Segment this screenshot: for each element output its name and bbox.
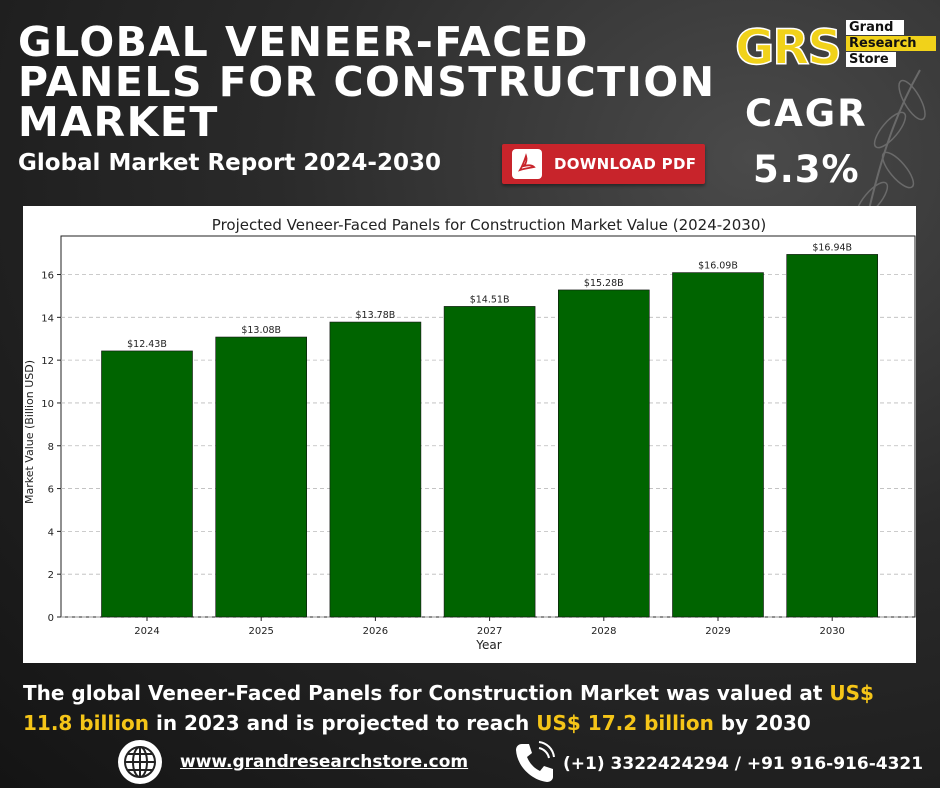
x-axis-label: Year xyxy=(475,638,501,652)
x-tick-label: 2024 xyxy=(134,626,159,637)
footer: www.grandresearchstore.com (+1) 33224242… xyxy=(0,735,940,788)
data-label-2029: $16.09B xyxy=(698,261,738,272)
summary-value-2030: US$ 17.2 billion xyxy=(536,711,714,735)
logo-line3: Store xyxy=(846,52,896,67)
data-label-2027: $14.51B xyxy=(470,294,510,305)
y-tick-label: 2 xyxy=(48,570,54,581)
summary-text-3: by 2030 xyxy=(713,711,811,735)
y-tick-label: 8 xyxy=(48,442,54,453)
market-summary: The global Veneer-Faced Panels for Const… xyxy=(23,678,923,738)
x-tick-label: 2028 xyxy=(591,626,616,637)
data-label-2026: $13.78B xyxy=(356,310,396,321)
bar-2026 xyxy=(329,321,422,618)
y-axis-label: Market Value (Billion USD) xyxy=(23,360,36,504)
website-link[interactable]: www.grandresearchstore.com xyxy=(180,752,469,772)
download-pdf-button[interactable]: DOWNLOAD PDF xyxy=(502,144,705,184)
y-tick-label: 4 xyxy=(48,527,54,538)
page-title: GLOBAL VENEER-FACED PANELS FOR CONSTRUCT… xyxy=(18,18,716,146)
chart-panel: Projected Veneer-Faced Panels for Constr… xyxy=(23,206,916,663)
bar-2025 xyxy=(215,336,307,618)
data-label-2028: $15.28B xyxy=(584,278,624,289)
y-tick-label: 10 xyxy=(41,399,54,410)
summary-text-1: The global Veneer-Faced Panels for Const… xyxy=(23,681,830,705)
bar-2028 xyxy=(557,289,650,618)
cagr-label: CAGR xyxy=(745,92,868,135)
y-tick-label: 12 xyxy=(41,356,54,367)
logo-mark: GRS xyxy=(734,19,842,72)
download-label: DOWNLOAD PDF xyxy=(554,155,697,173)
globe-icon xyxy=(118,740,162,784)
cagr-value: 5.3% xyxy=(753,148,860,191)
logo-mark-text: GRS xyxy=(735,20,840,72)
x-tick-label: 2029 xyxy=(705,626,730,637)
bar-2029 xyxy=(672,272,764,618)
bar-2030 xyxy=(786,254,879,618)
y-tick-label: 16 xyxy=(41,271,54,282)
x-tick-label: 2025 xyxy=(248,626,273,637)
logo-line1: Grand xyxy=(846,20,904,35)
x-tick-label: 2030 xyxy=(819,626,844,637)
data-label-2030: $16.94B xyxy=(812,242,852,253)
bar-2024 xyxy=(101,350,193,618)
x-tick-label: 2027 xyxy=(477,626,502,637)
summary-text-2: in 2023 and is projected to reach xyxy=(149,711,537,735)
phone-numbers: (+1) 3322424294 / +91 916-916-4321 xyxy=(563,754,924,774)
chart-title: Projected Veneer-Faced Panels for Constr… xyxy=(212,216,766,234)
y-tick-label: 14 xyxy=(41,313,54,324)
page-subtitle: Global Market Report 2024-2030 xyxy=(18,150,441,176)
y-tick-label: 6 xyxy=(48,485,54,496)
y-tick-label: 0 xyxy=(48,613,54,624)
data-label-2025: $13.08B xyxy=(241,325,281,336)
logo-line2: Research xyxy=(846,36,936,51)
bar-chart: Projected Veneer-Faced Panels for Constr… xyxy=(23,216,916,652)
data-label-2024: $12.43B xyxy=(127,339,167,350)
summary-value-2023: US$ 11.8 billion xyxy=(23,681,874,735)
bar-2027 xyxy=(443,306,536,618)
x-tick-label: 2026 xyxy=(363,626,388,637)
pdf-icon xyxy=(512,149,542,179)
grand-research-store-logo: GRS Grand Research Store xyxy=(733,18,936,72)
phone-icon xyxy=(516,741,555,782)
